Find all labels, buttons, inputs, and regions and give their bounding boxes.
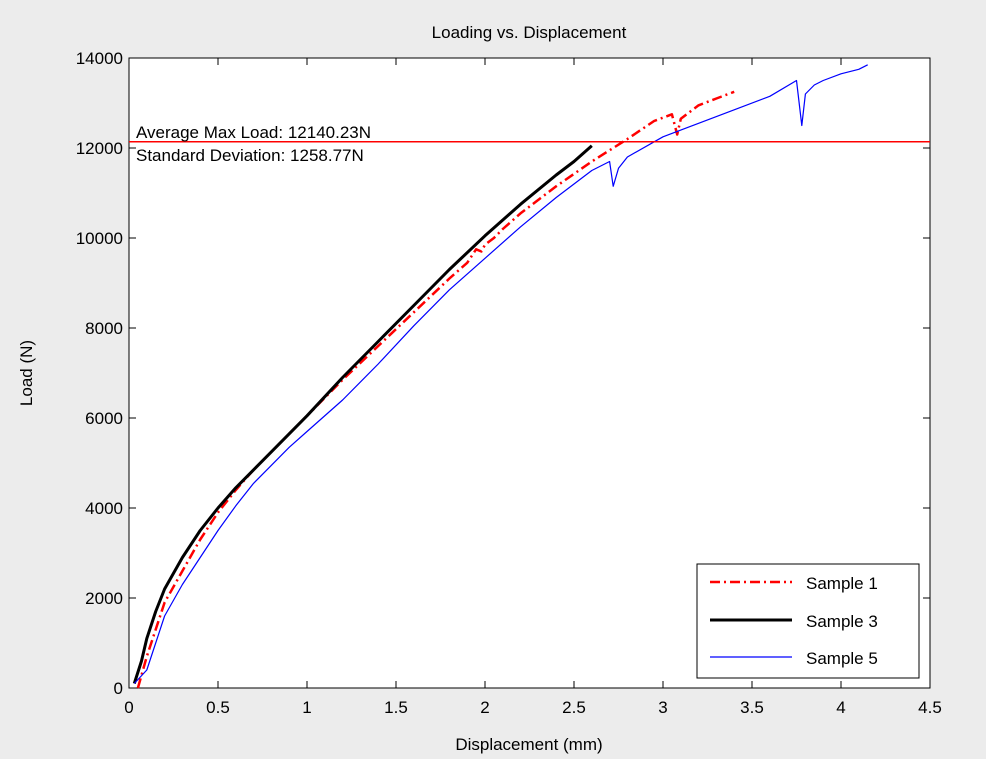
y-tick-label: 6000: [85, 409, 123, 428]
x-tick-label: 0.5: [206, 698, 230, 717]
x-tick-label: 4.5: [918, 698, 942, 717]
legend-label-sample-3: Sample 3: [806, 612, 878, 631]
y-tick-label: 10000: [76, 229, 123, 248]
ticks-layer: 0 0.5 1 1.5 2 2.5 3 3.5 4 4.5 0 2000 4000 6000 8000 100…: [76, 49, 942, 717]
x-tick-label: 3: [658, 698, 667, 717]
x-axis-label: Displacement (mm): [455, 735, 602, 754]
legend: Sample 1 Sample 3 Sample 5: [696, 563, 920, 679]
y-tick-label: 0: [114, 679, 123, 698]
series-line-sample-1: [136, 90, 735, 689]
x-tick-label: 0: [124, 698, 133, 717]
chart-title: Loading vs. Displacement: [432, 23, 627, 42]
x-tick-label: 2: [480, 698, 489, 717]
x-tick-label: 4: [836, 698, 845, 717]
y-axis-label: Load (N): [17, 340, 36, 406]
annotation-standard-deviation: Standard Deviation: 1258.77N: [136, 146, 364, 165]
x-tick-label: 1.5: [384, 698, 408, 717]
legend-label-sample-1: Sample 1: [806, 574, 878, 593]
series-line-sample-5: [133, 64, 868, 684]
y-tick-label: 2000: [85, 589, 123, 608]
series-line-sample-3: [132, 144, 593, 684]
x-tick-label: 3.5: [740, 698, 764, 717]
x-tick-label: 1: [302, 698, 311, 717]
x-tick-label: 2.5: [562, 698, 586, 717]
series-layer: [132, 64, 868, 689]
annotation-average-max-load: Average Max Load: 12140.23N: [136, 123, 371, 142]
legend-label-sample-5: Sample 5: [806, 649, 878, 668]
y-tick-label: 8000: [85, 319, 123, 338]
y-tick-label: 14000: [76, 49, 123, 68]
y-tick-label: 12000: [76, 139, 123, 158]
y-tick-label: 4000: [85, 499, 123, 518]
